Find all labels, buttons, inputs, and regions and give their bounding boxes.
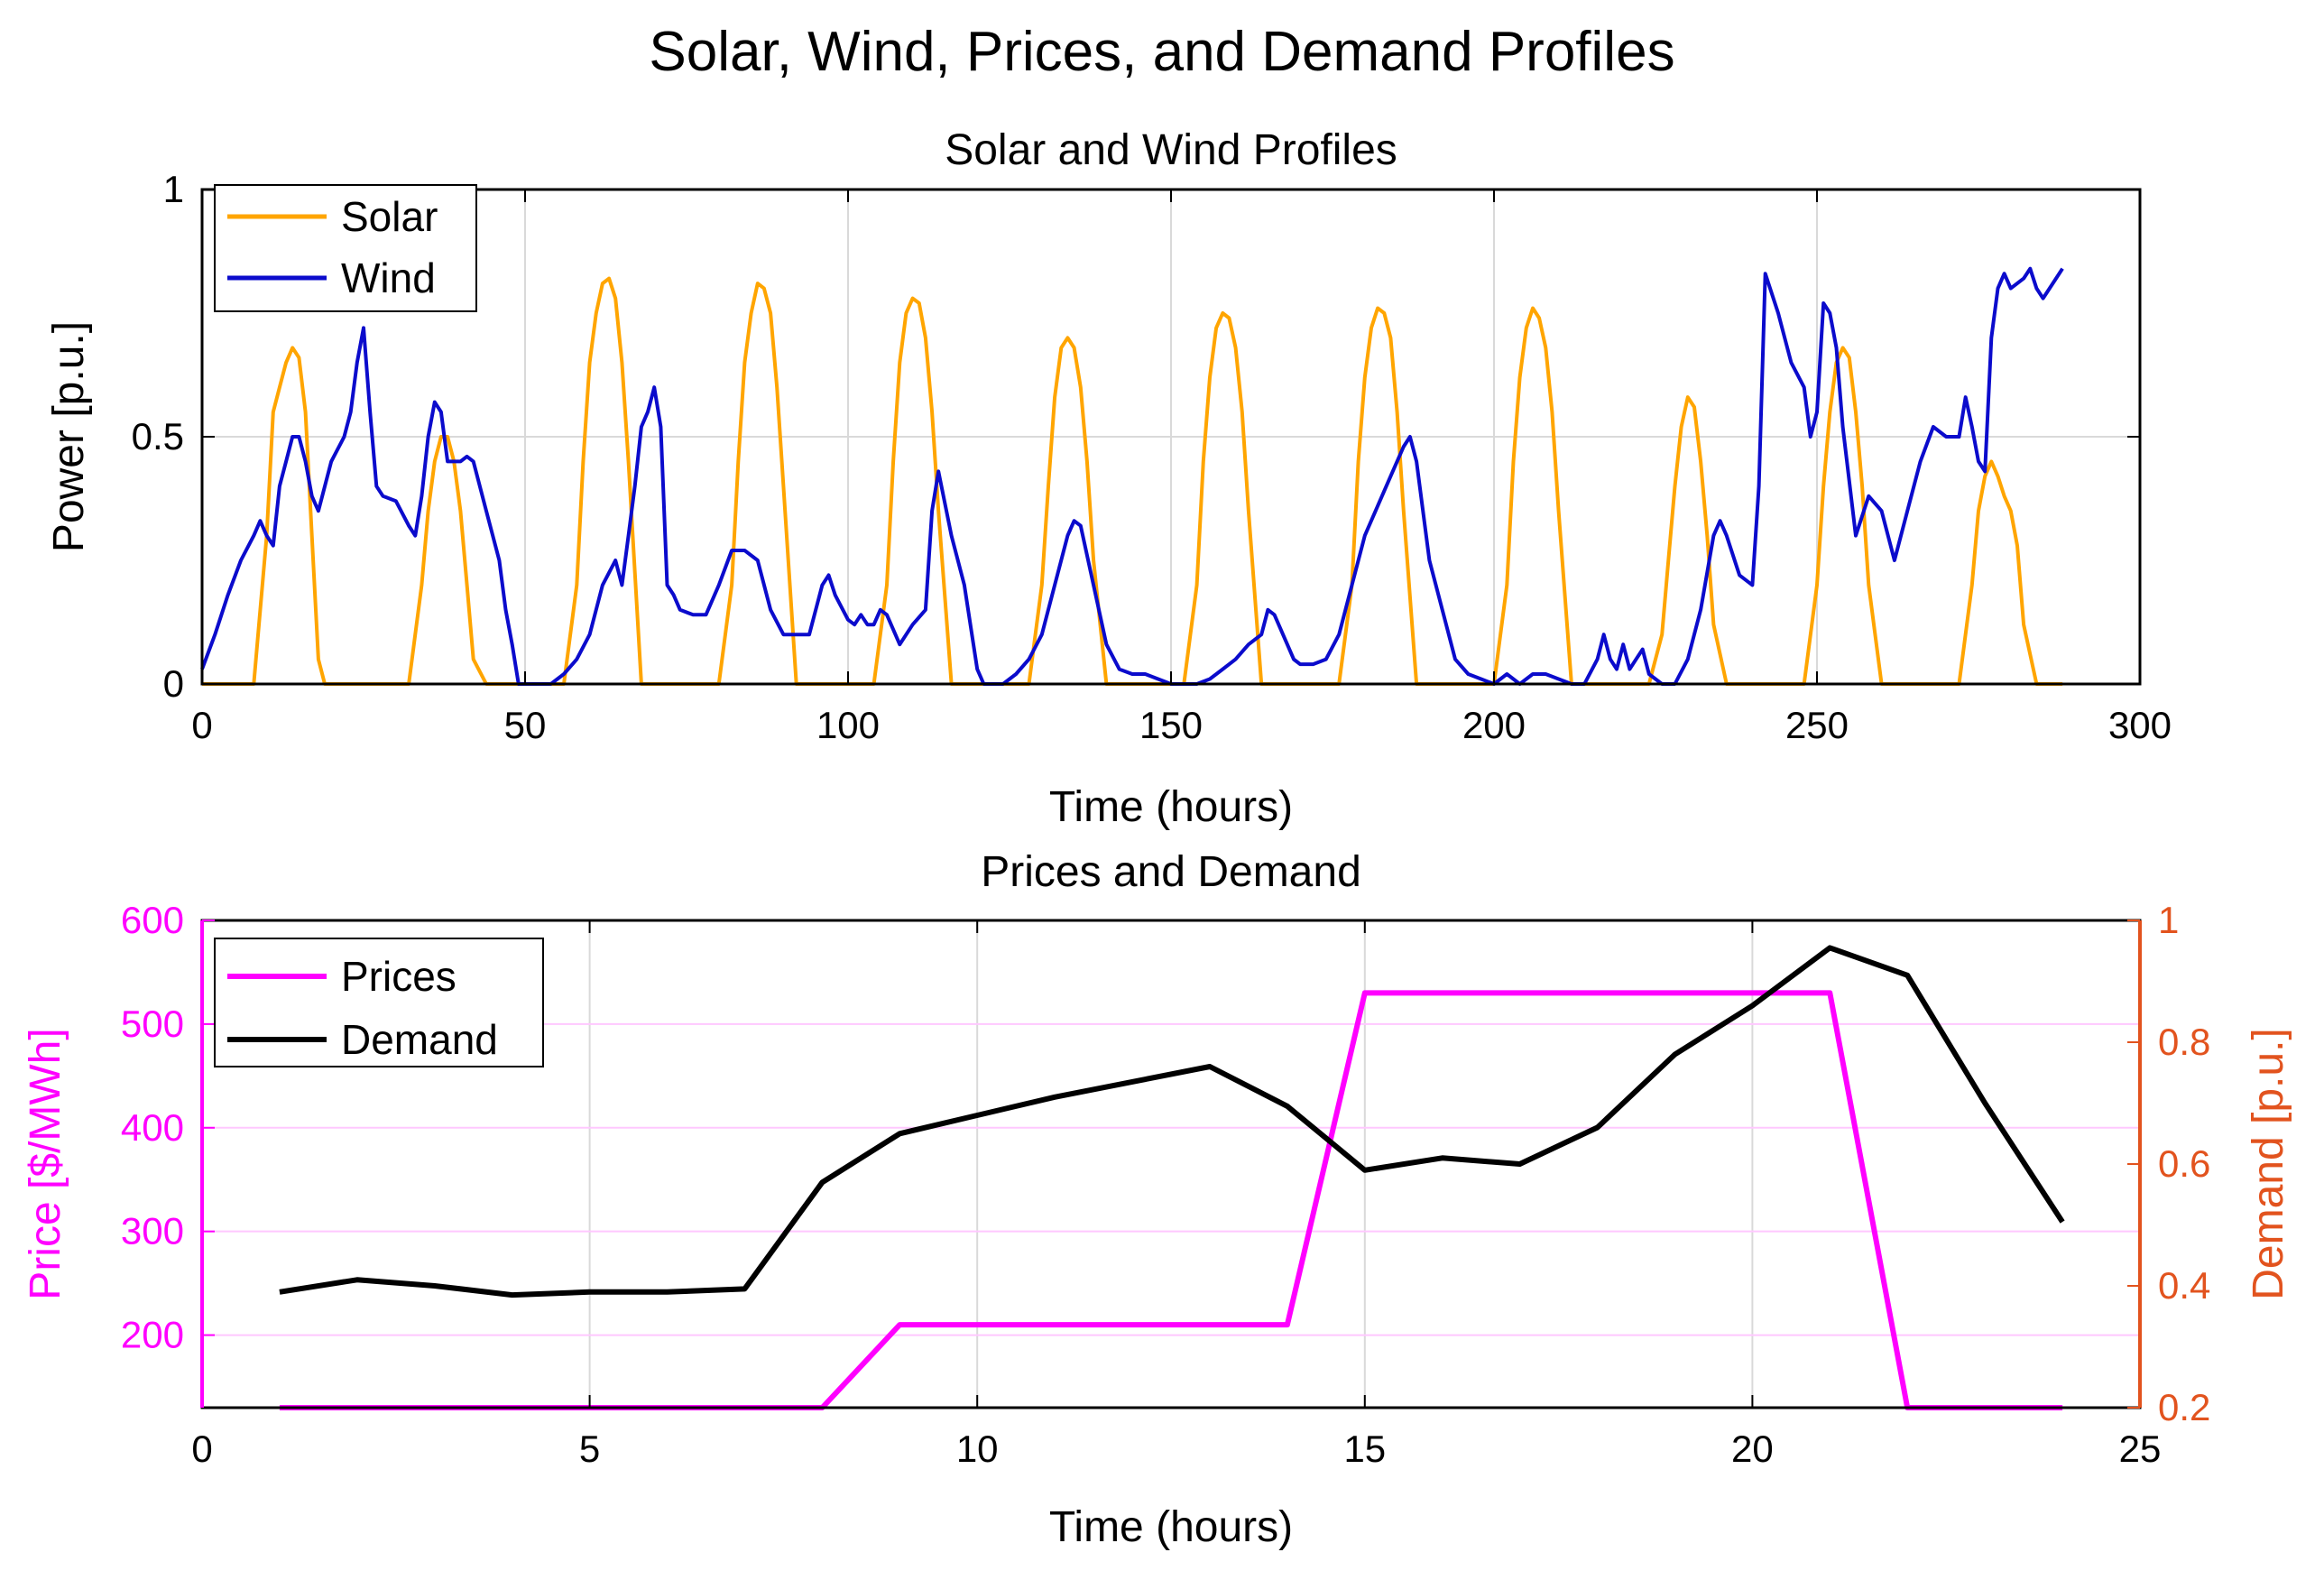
x-tick-label: 200 bbox=[1462, 704, 1526, 746]
prices-demand-axes: Prices and Demand 0 5 10 15 20 25 200 300 400 50… bbox=[22, 848, 2292, 1551]
solar-wind-legend-box bbox=[214, 184, 477, 312]
prices-demand-x-label: Time (hours) bbox=[1049, 1503, 1293, 1551]
x-tick-label: 150 bbox=[1139, 704, 1203, 746]
x-tick-label: 20 bbox=[1731, 1428, 1774, 1470]
x-tick-label: 25 bbox=[2119, 1428, 2162, 1470]
y-left-tick-label: 400 bbox=[121, 1106, 184, 1149]
x-tick-label: 300 bbox=[2108, 704, 2172, 746]
solar-wind-title: Solar and Wind Profiles bbox=[945, 126, 1397, 174]
y-right-tick-label: 0.8 bbox=[2158, 1021, 2210, 1063]
prices-demand-legend: Prices Demand bbox=[214, 938, 544, 1067]
x-tick-label: 10 bbox=[956, 1428, 999, 1470]
legend-solar-label: Solar bbox=[341, 193, 438, 240]
x-tick-label: 0 bbox=[191, 704, 212, 746]
solar-wind-y-ticks: 00.51 bbox=[132, 168, 2140, 705]
figure-title: Solar, Wind, Prices, and Demand Profiles bbox=[649, 21, 1674, 83]
legend-prices-label: Prices bbox=[341, 953, 456, 1000]
demand-right-y-ticks: 0.2 0.4 0.6 0.8 1 bbox=[2127, 899, 2210, 1428]
prices-series-line bbox=[279, 990, 2063, 1410]
y-left-tick-label: 600 bbox=[121, 899, 184, 941]
solar-wind-legend: Solar Wind bbox=[214, 184, 477, 312]
legend-wind-label: Wind bbox=[341, 254, 436, 301]
y-right-tick-label: 0.2 bbox=[2158, 1386, 2210, 1428]
y-left-tick-label: 200 bbox=[121, 1314, 184, 1356]
y-left-tick-label: 500 bbox=[121, 1003, 184, 1045]
y-tick-label: 1 bbox=[163, 168, 184, 210]
y-left-tick-label: 300 bbox=[121, 1210, 184, 1252]
x-tick-label: 100 bbox=[816, 704, 880, 746]
solar-wind-grid bbox=[201, 189, 2141, 685]
x-tick-label: 5 bbox=[579, 1428, 600, 1470]
legend-demand-label: Demand bbox=[341, 1016, 498, 1063]
x-tick-label: 250 bbox=[1785, 704, 1849, 746]
prices-demand-title: Prices and Demand bbox=[981, 848, 1361, 896]
demand-series-line bbox=[279, 945, 2065, 1298]
demand-y-label: Demand [p.u.] bbox=[2245, 1028, 2292, 1300]
y-tick-label: 0.5 bbox=[132, 415, 184, 457]
x-tick-label: 50 bbox=[504, 704, 547, 746]
price-y-label: Price [$/MWh] bbox=[22, 1028, 69, 1299]
prices-demand-x-ticks: 0 5 10 15 20 25 bbox=[191, 920, 2161, 1470]
y-right-tick-label: 1 bbox=[2158, 899, 2179, 941]
x-tick-label: 0 bbox=[191, 1428, 212, 1470]
y-right-tick-label: 0.6 bbox=[2158, 1142, 2210, 1185]
x-tick-label: 15 bbox=[1343, 1428, 1386, 1470]
prices-demand-legend-box bbox=[214, 938, 544, 1067]
solar-wind-series bbox=[200, 266, 2064, 686]
solar-wind-x-label: Time (hours) bbox=[1049, 783, 1293, 831]
prices-left-y-ticks: 200 300 400 500 600 bbox=[121, 899, 215, 1408]
solar-wind-x-ticks: 0 50 100 150 200 250 300 bbox=[191, 189, 2172, 746]
y-tick-label: 0 bbox=[163, 662, 184, 705]
solar-wind-y-label: Power [p.u.] bbox=[45, 321, 93, 552]
y-right-tick-label: 0.4 bbox=[2158, 1264, 2210, 1307]
prices-demand-series bbox=[279, 945, 2065, 1410]
solar-wind-axes: Solar and Wind Profiles 0 50 100 150 200 250 3… bbox=[45, 126, 2172, 831]
wind-series-line bbox=[200, 266, 2064, 686]
